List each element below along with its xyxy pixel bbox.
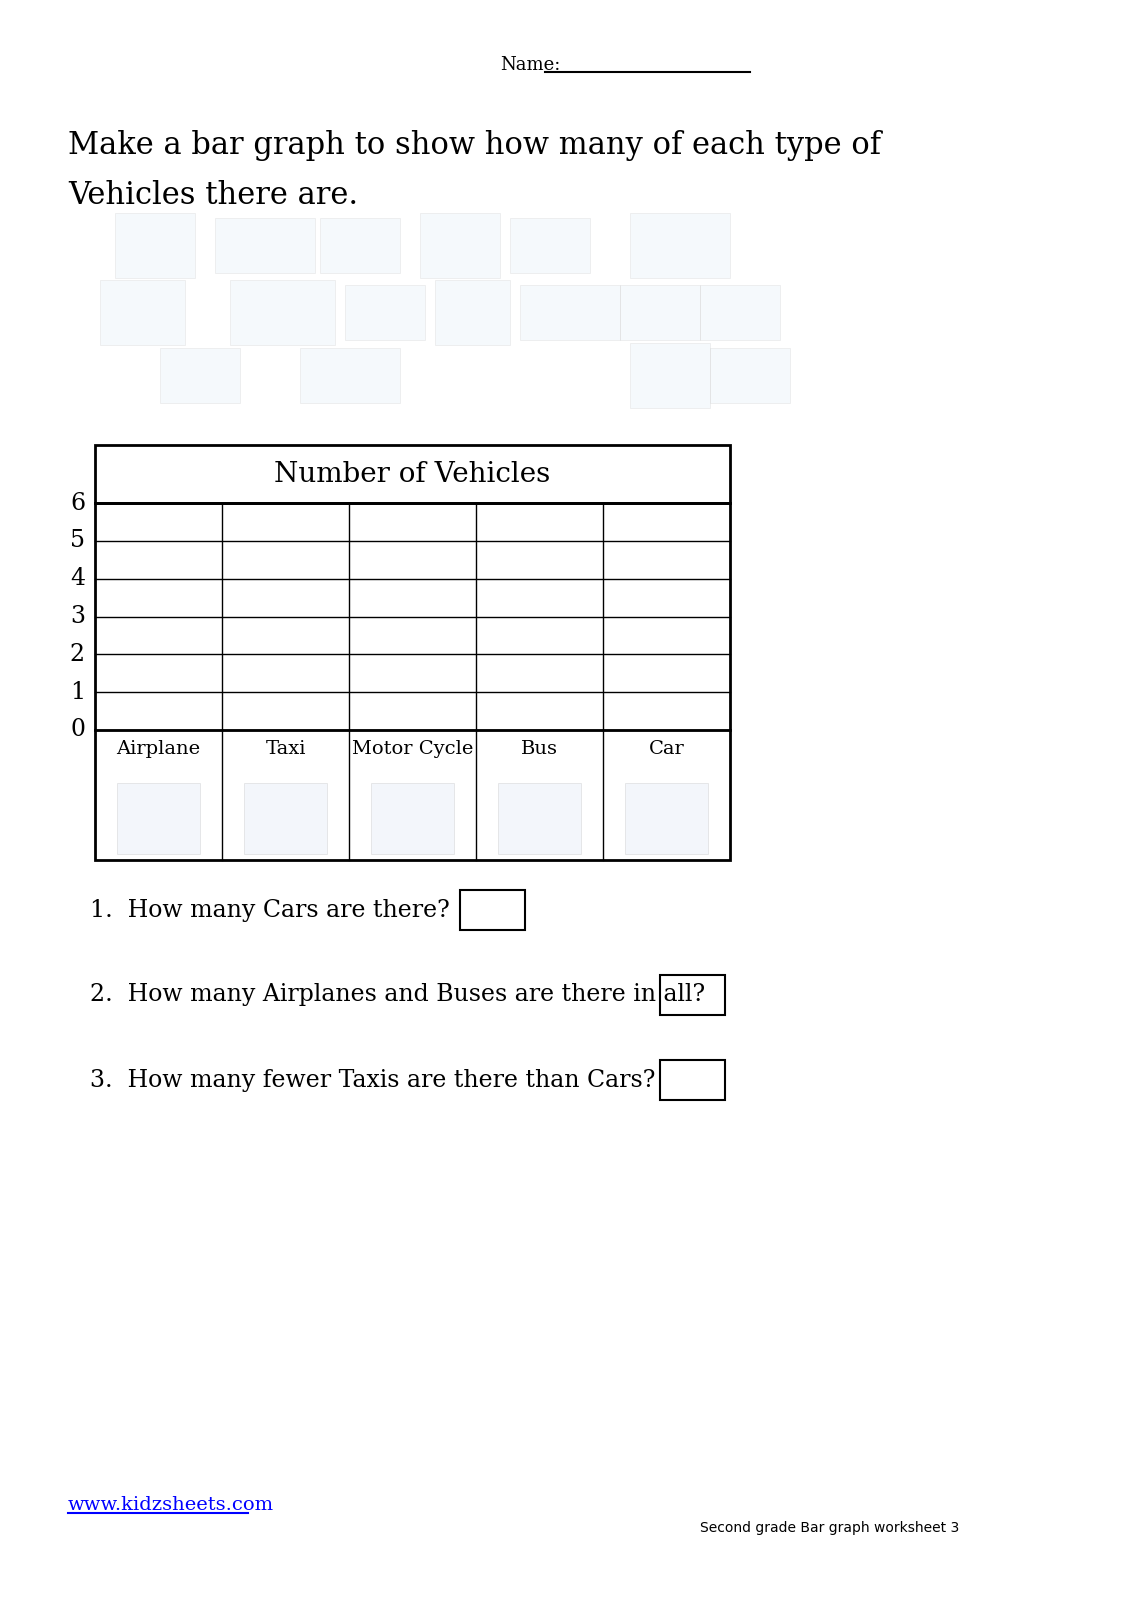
Bar bbox=[100, 280, 185, 344]
Text: 5: 5 bbox=[70, 530, 85, 552]
Text: 1: 1 bbox=[70, 680, 85, 704]
Bar bbox=[95, 730, 729, 861]
Text: 3.  How many fewer Taxis are there than Cars?: 3. How many fewer Taxis are there than C… bbox=[90, 1069, 655, 1091]
Text: www.kidzsheets.com: www.kidzsheets.com bbox=[68, 1496, 274, 1514]
Text: Vehicles there are.: Vehicles there are. bbox=[68, 179, 359, 211]
Bar bbox=[300, 347, 400, 403]
Text: Make a bar graph to show how many of each type of: Make a bar graph to show how many of eac… bbox=[68, 130, 881, 162]
Bar bbox=[630, 213, 729, 277]
Text: 2: 2 bbox=[70, 643, 85, 666]
Bar bbox=[371, 782, 454, 854]
Bar bbox=[215, 218, 316, 272]
Bar bbox=[118, 782, 200, 854]
Bar bbox=[159, 347, 240, 403]
Bar bbox=[710, 347, 789, 403]
Bar bbox=[115, 213, 195, 277]
Text: 6: 6 bbox=[70, 491, 85, 515]
Bar bbox=[661, 1059, 725, 1101]
Text: 0: 0 bbox=[70, 718, 85, 741]
Bar bbox=[499, 782, 581, 854]
Text: Taxi: Taxi bbox=[266, 739, 305, 758]
Bar bbox=[230, 280, 335, 344]
Bar bbox=[435, 280, 510, 344]
Bar bbox=[520, 285, 620, 339]
Text: Name:: Name: bbox=[500, 56, 560, 74]
Bar bbox=[625, 782, 708, 854]
Bar bbox=[460, 890, 525, 930]
Bar bbox=[661, 974, 725, 1014]
Bar bbox=[95, 445, 729, 502]
Bar bbox=[345, 285, 425, 339]
Text: Motor Cycle: Motor Cycle bbox=[352, 739, 473, 758]
Bar bbox=[700, 285, 780, 339]
Text: Car: Car bbox=[648, 739, 684, 758]
Text: 1.  How many Cars are there?: 1. How many Cars are there? bbox=[90, 899, 450, 922]
Text: Second grade Bar graph worksheet 3: Second grade Bar graph worksheet 3 bbox=[700, 1522, 959, 1534]
Bar bbox=[630, 342, 710, 408]
Text: Number of Vehicles: Number of Vehicles bbox=[275, 461, 551, 488]
Bar bbox=[620, 285, 700, 339]
Bar bbox=[510, 218, 590, 272]
Text: 2.  How many Airplanes and Buses are there in all?: 2. How many Airplanes and Buses are ther… bbox=[90, 984, 705, 1006]
Text: Airplane: Airplane bbox=[116, 739, 200, 758]
Text: Bus: Bus bbox=[521, 739, 558, 758]
Bar bbox=[320, 218, 400, 272]
Bar bbox=[420, 213, 500, 277]
Bar bbox=[244, 782, 327, 854]
Text: 3: 3 bbox=[70, 605, 85, 627]
Text: 4: 4 bbox=[70, 566, 85, 590]
